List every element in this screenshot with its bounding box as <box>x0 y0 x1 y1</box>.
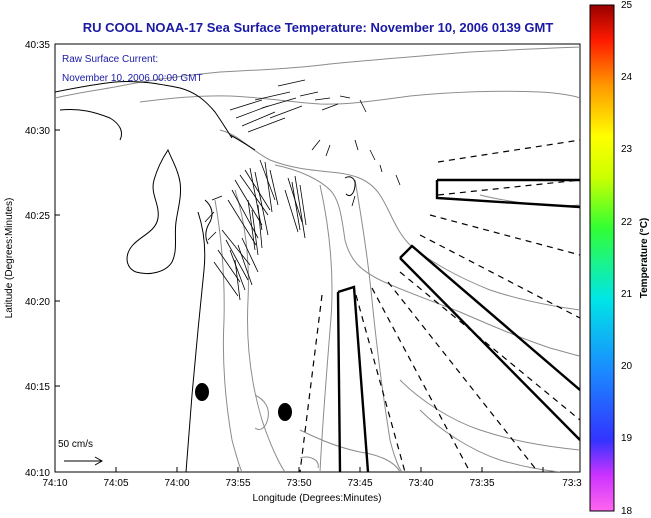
radar-station-marker <box>195 383 209 401</box>
x-axis-label: Longitude (Degrees:Minutes) <box>253 493 382 504</box>
x-tick: 74:00 <box>164 478 189 489</box>
colorbar-tick: 22 <box>621 217 633 228</box>
y-axis: 40:35 40:30 40:25 40:20 40:15 40:10 <box>25 40 60 479</box>
colorbar-ticks: 25 24 23 22 21 20 19 18 <box>621 0 633 517</box>
colorbar-tick: 19 <box>621 433 633 444</box>
x-tick: 74:10 <box>42 478 67 489</box>
y-axis-label: Latitude (Degrees:Minutes) <box>4 198 15 319</box>
y-tick: 40:30 <box>25 126 50 137</box>
y-tick: 40:10 <box>25 468 50 479</box>
x-tick: 73:55 <box>225 478 250 489</box>
plot-frame <box>54 43 581 473</box>
radar-station-marker <box>278 403 292 421</box>
y-tick: 40:35 <box>25 40 50 51</box>
colorbar-label: Temperature (°C) <box>639 218 650 299</box>
chart-title: RU COOL NOAA-17 Sea Surface Temperature:… <box>83 20 554 35</box>
colorbar-tick: 23 <box>621 144 633 155</box>
colorbar <box>589 4 615 512</box>
x-tick: 73:3 <box>562 478 582 489</box>
radar-beam-outlines <box>336 178 580 472</box>
x-tick: 73:45 <box>347 478 372 489</box>
x-tick: 74:05 <box>103 478 128 489</box>
inset-timestamp: November 10, 2006 00:00 GMT <box>62 73 203 84</box>
coastline <box>55 80 356 472</box>
scale-arrow <box>64 456 104 466</box>
y-tick: 40:20 <box>25 297 50 308</box>
scale-label: 50 cm/s <box>58 439 93 450</box>
radar-beams <box>299 139 580 472</box>
colorbar-tick: 25 <box>621 0 633 11</box>
colorbar-tick: 20 <box>621 361 633 372</box>
y-tick: 40:25 <box>25 211 50 222</box>
colorbar-tick: 24 <box>621 72 633 83</box>
y-tick: 40:15 <box>25 382 50 393</box>
colorbar-tick: 18 <box>621 506 633 517</box>
x-tick: 73:50 <box>286 478 311 489</box>
current-vectors <box>204 79 401 301</box>
map-layer <box>55 46 580 472</box>
x-tick: 73:40 <box>408 478 433 489</box>
inset-title: Raw Surface Current: <box>62 54 158 65</box>
colorbar-tick: 21 <box>621 289 633 300</box>
x-tick: 73:35 <box>469 478 494 489</box>
x-axis: 74:10 74:05 74:00 73:55 73:50 73:45 73:4… <box>42 467 582 489</box>
